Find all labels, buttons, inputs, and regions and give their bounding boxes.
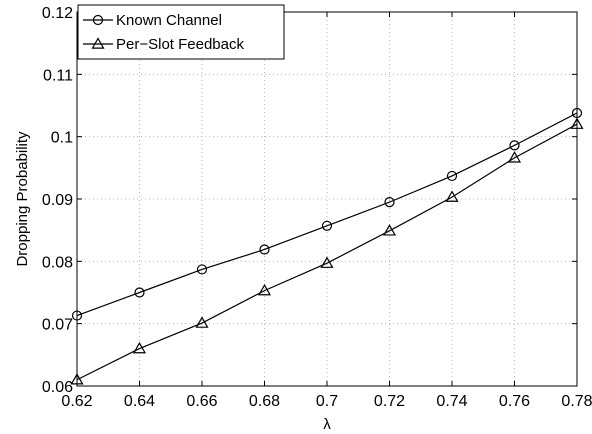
series-layer — [70, 107, 584, 385]
y-tick-label: 0.08 — [42, 254, 73, 271]
ticks: 0.62 0.64 0.66 0.68 0.7 0.72 0.74 0.76 0.78 0.06 0… — [42, 5, 592, 410]
series-line — [76, 123, 578, 381]
legend: Known Channel Per−Slot Feedback — [77, 4, 285, 60]
y-tick-label: 0.11 — [43, 67, 73, 84]
circle-marker — [196, 264, 208, 275]
y-tick-label: 0.06 — [42, 379, 73, 396]
x-tick-label: 0.68 — [249, 393, 280, 410]
x-tick-label: 0.78 — [561, 393, 592, 410]
legend-label: Per−Slot Feedback — [116, 36, 244, 53]
triangle-marker — [257, 283, 272, 296]
x-tick-label: 0.72 — [374, 393, 405, 410]
triangle-marker — [382, 224, 397, 236]
circle-marker — [446, 170, 458, 182]
circle-marker — [321, 220, 333, 231]
x-tick-label: 0.7 — [316, 393, 338, 410]
triangle-marker — [320, 256, 334, 268]
y-axis-label: Dropping Probability — [14, 131, 31, 267]
triangle-marker — [195, 316, 209, 328]
triangle-marker — [445, 190, 459, 202]
x-tick-label: 0.74 — [436, 393, 467, 410]
x-tick-label: 0.64 — [124, 393, 155, 410]
legend-triangle-marker — [91, 37, 105, 49]
triangle-marker — [132, 341, 147, 354]
y-tick-label: 0.1 — [51, 130, 73, 147]
circle-marker — [259, 244, 270, 255]
legend-circle-marker — [92, 14, 104, 26]
legend-box — [77, 4, 285, 60]
legend-entry: Known Channel — [83, 12, 222, 29]
x-tick-label: 0.76 — [499, 393, 530, 410]
triangle-marker — [507, 151, 522, 163]
series-2 — [70, 117, 584, 385]
series-line — [76, 112, 578, 317]
x-axis-label: λ — [323, 416, 331, 433]
legend-label: Known Channel — [116, 12, 222, 29]
circle-marker — [134, 287, 145, 298]
legend-items: Known Channel Per−Slot Feedback — [83, 12, 244, 53]
circle-marker — [509, 140, 520, 151]
y-tick-label: 0.09 — [42, 192, 73, 209]
circle-marker — [384, 197, 395, 208]
legend-entry: Per−Slot Feedback — [83, 36, 244, 53]
grid — [77, 12, 577, 386]
x-tick-label: 0.66 — [186, 393, 217, 410]
x-tick-label: 0.62 — [61, 393, 92, 410]
y-tick-label: 0.07 — [42, 317, 73, 334]
y-tick-label: 0.12 — [42, 5, 73, 22]
